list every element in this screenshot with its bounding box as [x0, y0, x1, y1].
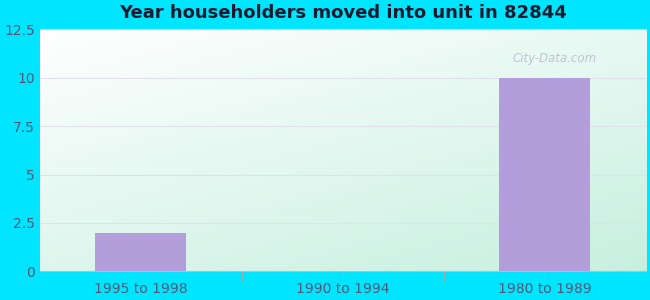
Title: Year householders moved into unit in 82844: Year householders moved into unit in 828…: [119, 4, 567, 22]
Bar: [96, 233, 187, 272]
Text: City-Data.com: City-Data.com: [512, 52, 597, 65]
Bar: [499, 78, 590, 272]
